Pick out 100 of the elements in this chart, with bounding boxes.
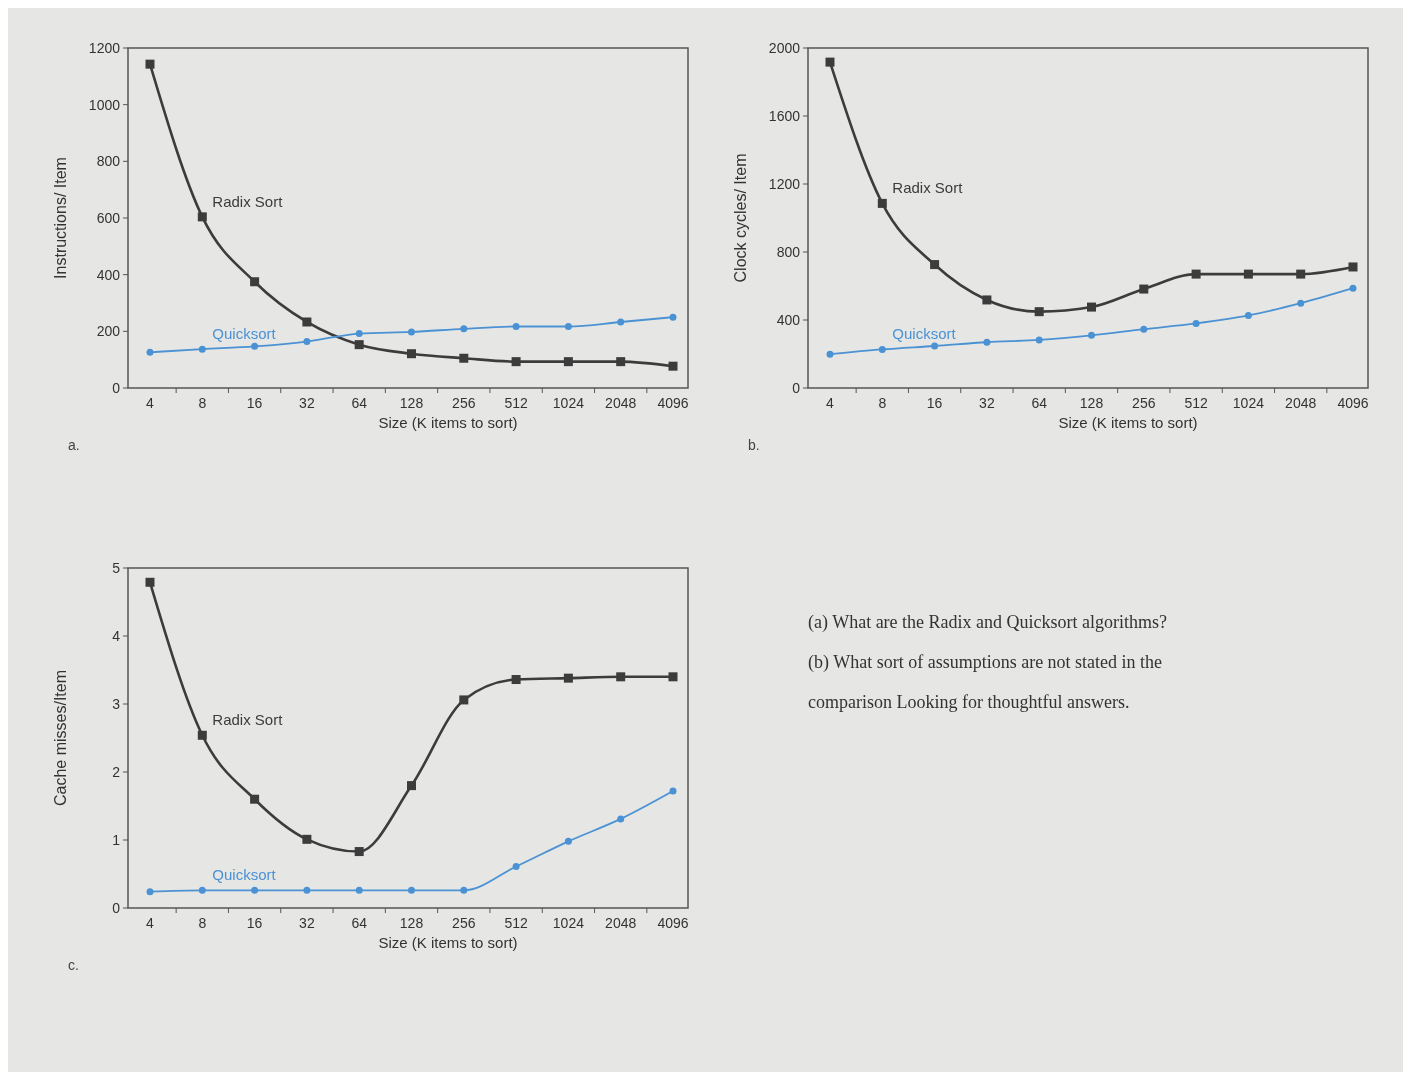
point xyxy=(563,357,573,367)
y-tick-label: 1200 xyxy=(88,39,121,56)
x-tick-label: 8 xyxy=(198,395,207,411)
x-axis-title: Size (K items to sort) xyxy=(378,414,518,431)
y-tick-label: 0 xyxy=(792,379,801,396)
point xyxy=(616,357,626,367)
series-label: Radix Sort xyxy=(892,179,964,197)
point xyxy=(355,886,363,894)
x-tick-label: 64 xyxy=(351,915,368,931)
point xyxy=(197,730,207,740)
x-axis-title: Size (K items to sort) xyxy=(1058,414,1198,431)
point xyxy=(355,330,363,338)
x-tick-label: 512 xyxy=(1184,395,1208,411)
y-tick-label: 200 xyxy=(96,323,121,340)
x-tick-label: 256 xyxy=(452,915,476,931)
point xyxy=(616,672,626,682)
point xyxy=(407,349,416,359)
series-label: Quicksort xyxy=(212,866,277,884)
text: (b) What sort of assumptions are not stated in the comparison Looking for thoughtful answers. xyxy=(808,652,1163,712)
point xyxy=(512,863,520,871)
point xyxy=(198,886,206,894)
y-tick-label: 4 xyxy=(112,627,121,644)
x-tick-label: 16 xyxy=(246,395,263,411)
x-tick-label: 8 xyxy=(878,395,887,411)
x-tick-label: 64 xyxy=(1031,395,1048,411)
point xyxy=(826,350,834,358)
x-tick-label: 256 xyxy=(1132,395,1156,411)
x-tick-label: 128 xyxy=(1079,395,1104,411)
point xyxy=(1297,299,1305,307)
x-tick-label: 512 xyxy=(504,915,528,931)
point xyxy=(459,695,469,705)
point xyxy=(354,847,364,857)
x-tick-label: 4 xyxy=(146,395,155,411)
point xyxy=(512,323,520,331)
point xyxy=(459,353,469,363)
y-tick-label: 5 xyxy=(112,559,121,576)
y-tick-label: 400 xyxy=(776,311,801,328)
point xyxy=(197,212,207,222)
x-tick-label: 8 xyxy=(198,915,207,931)
point xyxy=(408,328,415,336)
y-axis-title: Clock cycles/ Item xyxy=(732,153,749,283)
y-tick-label: 1000 xyxy=(88,96,121,113)
x-tick-label: 1024 xyxy=(552,395,585,411)
y-tick-label: 1600 xyxy=(768,107,801,124)
point xyxy=(251,886,259,894)
point xyxy=(668,672,678,682)
x-tick-label: 16 xyxy=(926,395,943,411)
point xyxy=(1296,269,1306,279)
x-tick-label: 32 xyxy=(299,395,315,411)
text: a. xyxy=(68,437,80,453)
point xyxy=(617,318,625,326)
x-tick-label: 1024 xyxy=(1232,395,1265,411)
y-tick-label: 800 xyxy=(776,243,801,260)
point xyxy=(1139,284,1149,294)
x-tick-label: 512 xyxy=(504,395,528,411)
point xyxy=(1087,302,1096,312)
point xyxy=(145,59,155,69)
point xyxy=(1035,336,1043,344)
x-tick-label: 16 xyxy=(246,915,263,931)
point xyxy=(931,342,939,350)
point xyxy=(1349,284,1357,292)
x-tick-label: 32 xyxy=(979,395,995,411)
x-tick-label: 2048 xyxy=(605,395,637,411)
x-tick-label: 2048 xyxy=(1285,395,1317,411)
x-tick-label: 4096 xyxy=(657,915,689,931)
y-axis-title: Cache misses/Item xyxy=(52,669,69,807)
y-tick-label: 800 xyxy=(96,153,121,170)
series-label: Radix Sort xyxy=(212,711,284,729)
y-tick-label: 400 xyxy=(96,266,121,283)
point xyxy=(668,361,678,371)
y-tick-label: 3 xyxy=(112,695,121,712)
x-tick-label: 4096 xyxy=(657,395,689,411)
point xyxy=(146,888,154,896)
point xyxy=(1191,269,1201,279)
y-tick-label: 1 xyxy=(112,831,121,848)
x-tick-label: 1024 xyxy=(552,915,585,931)
point xyxy=(198,345,206,353)
y-tick-label: 600 xyxy=(96,209,121,226)
point xyxy=(983,338,991,346)
x-tick-label: 256 xyxy=(452,395,476,411)
point xyxy=(303,886,311,894)
x-tick-label: 64 xyxy=(351,395,368,411)
y-tick-label: 2 xyxy=(112,763,121,780)
point xyxy=(669,313,677,321)
point xyxy=(825,57,835,67)
x-tick-label: 4 xyxy=(146,915,155,931)
point xyxy=(982,295,992,305)
point xyxy=(511,357,521,367)
point xyxy=(617,815,625,823)
point xyxy=(563,673,573,683)
point xyxy=(354,340,364,350)
x-tick-label: 2048 xyxy=(605,915,637,931)
point xyxy=(250,794,260,804)
point xyxy=(878,345,886,353)
text: c. xyxy=(68,957,79,973)
point xyxy=(1140,325,1148,333)
series-label: Radix Sort xyxy=(212,192,284,210)
text: (a) What are the Radix and Quicksort algorithms? xyxy=(808,612,1168,633)
point xyxy=(460,325,468,333)
point xyxy=(407,781,416,791)
